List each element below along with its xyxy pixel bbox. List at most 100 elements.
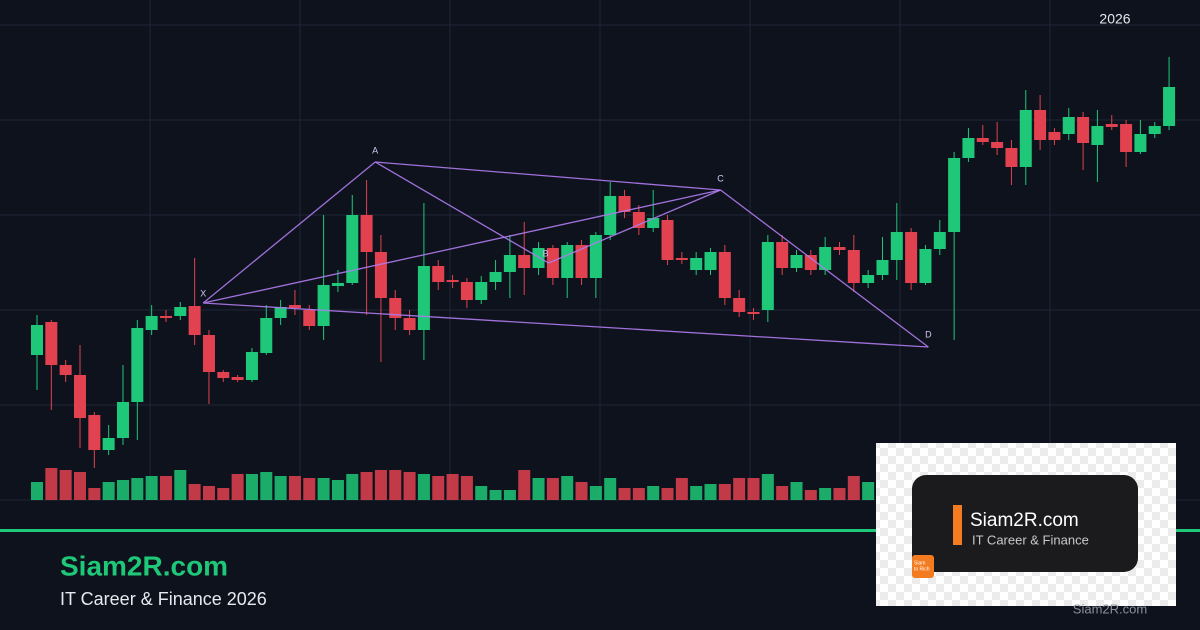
volume-bar — [346, 474, 359, 500]
volume-bar — [389, 470, 402, 500]
volume-bar — [159, 476, 172, 500]
candle-body — [303, 310, 316, 326]
candle-body — [45, 322, 58, 365]
volume-bar — [374, 470, 387, 500]
candle-body — [317, 285, 330, 326]
candle-body — [31, 325, 43, 355]
candle-body — [718, 252, 731, 298]
volume-bar — [475, 486, 488, 500]
volume-bar — [73, 472, 86, 500]
volume-bar — [575, 482, 588, 500]
volume-bar — [747, 478, 760, 500]
pattern-line — [374, 161, 549, 264]
logo-card — [912, 475, 1138, 572]
candle-body — [776, 242, 789, 268]
volume-bar — [145, 476, 158, 500]
volume-bar — [260, 472, 273, 500]
candle-body — [403, 318, 416, 330]
candle-body — [202, 335, 215, 372]
candle-body — [88, 415, 101, 450]
pattern-line — [203, 302, 929, 348]
pattern-line — [548, 189, 721, 264]
pattern-line — [203, 189, 721, 304]
volume-bar — [647, 486, 660, 500]
volume-bar — [174, 470, 187, 500]
volume-bar — [446, 474, 459, 500]
logo-title: Siam2R.com — [970, 510, 1079, 531]
volume-bar — [618, 488, 631, 500]
brand-subtitle: IT Career & Finance 2026 — [60, 589, 267, 609]
candle-body — [847, 250, 860, 283]
volume-bar — [833, 488, 846, 500]
volume-bar — [718, 484, 731, 500]
candle-body — [288, 305, 301, 308]
volume-bar — [88, 488, 101, 500]
pattern-label: X — [200, 288, 206, 298]
pattern-label: A — [372, 145, 378, 155]
candle-body — [747, 312, 760, 314]
candle-body — [761, 242, 774, 310]
candle-body — [1005, 148, 1018, 167]
candle-body — [73, 375, 86, 418]
candle-body — [833, 247, 846, 250]
pattern-line — [720, 189, 929, 348]
candle-body — [231, 377, 244, 380]
candle-body — [1120, 124, 1133, 152]
volume-bar — [274, 476, 287, 500]
logo-subtitle: IT Career & Finance — [972, 532, 1089, 547]
candle-body — [1034, 110, 1047, 140]
volume-bar — [690, 486, 703, 500]
candle-body — [604, 196, 617, 235]
candle-body — [518, 255, 531, 268]
year-annotation: 2026 — [1099, 11, 1130, 27]
candle-body — [131, 328, 144, 402]
candle-body — [733, 298, 746, 312]
badge-line: to Rich — [914, 566, 930, 572]
candle-body — [1091, 126, 1104, 145]
candle-body — [245, 352, 258, 380]
candle-body — [890, 232, 903, 260]
candle-body — [661, 220, 674, 260]
volume-bar — [460, 476, 473, 500]
volume-bar — [116, 480, 129, 500]
candle-body — [575, 245, 588, 278]
volume-bar — [231, 474, 244, 500]
candle-body — [948, 158, 961, 232]
candle-body — [260, 318, 273, 353]
logo-badge — [912, 555, 934, 578]
candle-body — [1077, 117, 1090, 143]
volume-bar — [503, 490, 516, 500]
candle-body — [704, 252, 717, 270]
volume-bar — [804, 490, 817, 500]
volume-bar — [675, 478, 688, 500]
candle-body — [116, 402, 129, 438]
candle-body — [346, 215, 359, 283]
candle-body — [933, 232, 946, 249]
candle-body — [532, 248, 545, 268]
candle-body — [59, 365, 72, 375]
candle-body — [1163, 87, 1176, 126]
candle-body — [618, 196, 631, 212]
brand-title: Siam2R.com — [60, 550, 228, 581]
volume-bar — [790, 482, 803, 500]
candle-body — [389, 298, 402, 318]
candle-body — [561, 245, 574, 278]
candle-body — [174, 307, 187, 316]
candle-body — [217, 372, 230, 378]
volume-bar — [59, 470, 72, 500]
candle-body — [1048, 132, 1061, 140]
candle-body — [188, 306, 201, 335]
pattern-line — [202, 161, 376, 304]
volume-bar — [288, 476, 301, 500]
volume-bar — [102, 482, 115, 500]
pattern-label: B — [543, 248, 549, 258]
candle-body — [546, 248, 559, 278]
candle-body — [862, 275, 875, 283]
volume-bar — [661, 488, 674, 500]
candle-body — [503, 255, 516, 272]
volume-bar — [202, 486, 215, 500]
candle-body — [647, 218, 660, 228]
candle-body — [446, 280, 459, 282]
